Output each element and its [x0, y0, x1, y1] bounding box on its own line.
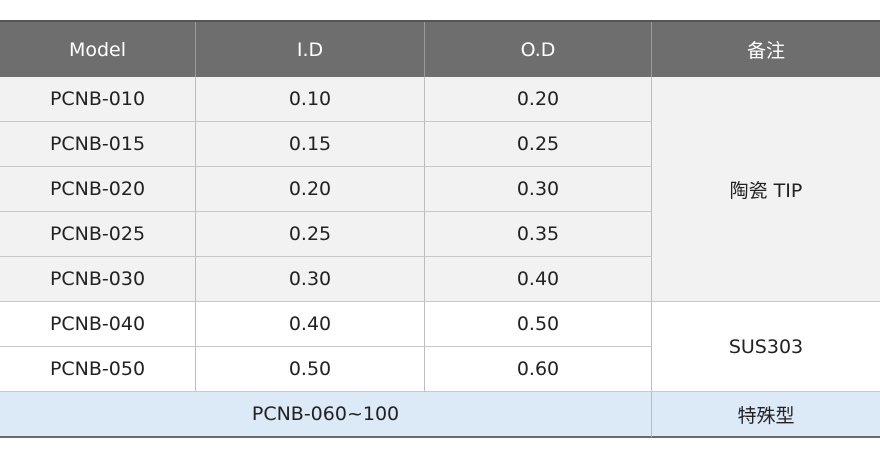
table-cell: PCNB-010 [0, 77, 196, 122]
table-cell: PCNB-020 [0, 167, 196, 212]
table-cell: PCNB-025 [0, 212, 196, 257]
note-cell: SUS303 [652, 302, 880, 392]
top-rule [0, 20, 880, 22]
footer-cell: PCNB-060~100 [0, 392, 652, 438]
table-cell: PCNB-030 [0, 257, 196, 302]
table-cell: 0.35 [425, 212, 652, 257]
table-cell: 0.60 [425, 347, 652, 392]
header-cell: Model [0, 22, 196, 77]
table-cell: 0.30 [196, 257, 425, 302]
table-cell: 0.15 [196, 122, 425, 167]
table-cell: 0.20 [196, 167, 425, 212]
footer-cell: 特殊型 [652, 392, 880, 438]
table-cell: PCNB-050 [0, 347, 196, 392]
header-cell: O.D [425, 22, 652, 77]
table-cell: 0.20 [425, 77, 652, 122]
table-cell: 0.40 [196, 302, 425, 347]
note-cell: 陶瓷 TIP [652, 77, 880, 302]
header-cell: 备注 [652, 22, 880, 77]
table-cell: PCNB-015 [0, 122, 196, 167]
table-cell: 0.40 [425, 257, 652, 302]
table-cell: 0.50 [425, 302, 652, 347]
table-cell: 0.25 [196, 212, 425, 257]
table-cell: 0.25 [425, 122, 652, 167]
table-cell: 0.50 [196, 347, 425, 392]
table-cell: PCNB-040 [0, 302, 196, 347]
header-cell: I.D [196, 22, 425, 77]
table-cell: 0.10 [196, 77, 425, 122]
table-cell: 0.30 [425, 167, 652, 212]
